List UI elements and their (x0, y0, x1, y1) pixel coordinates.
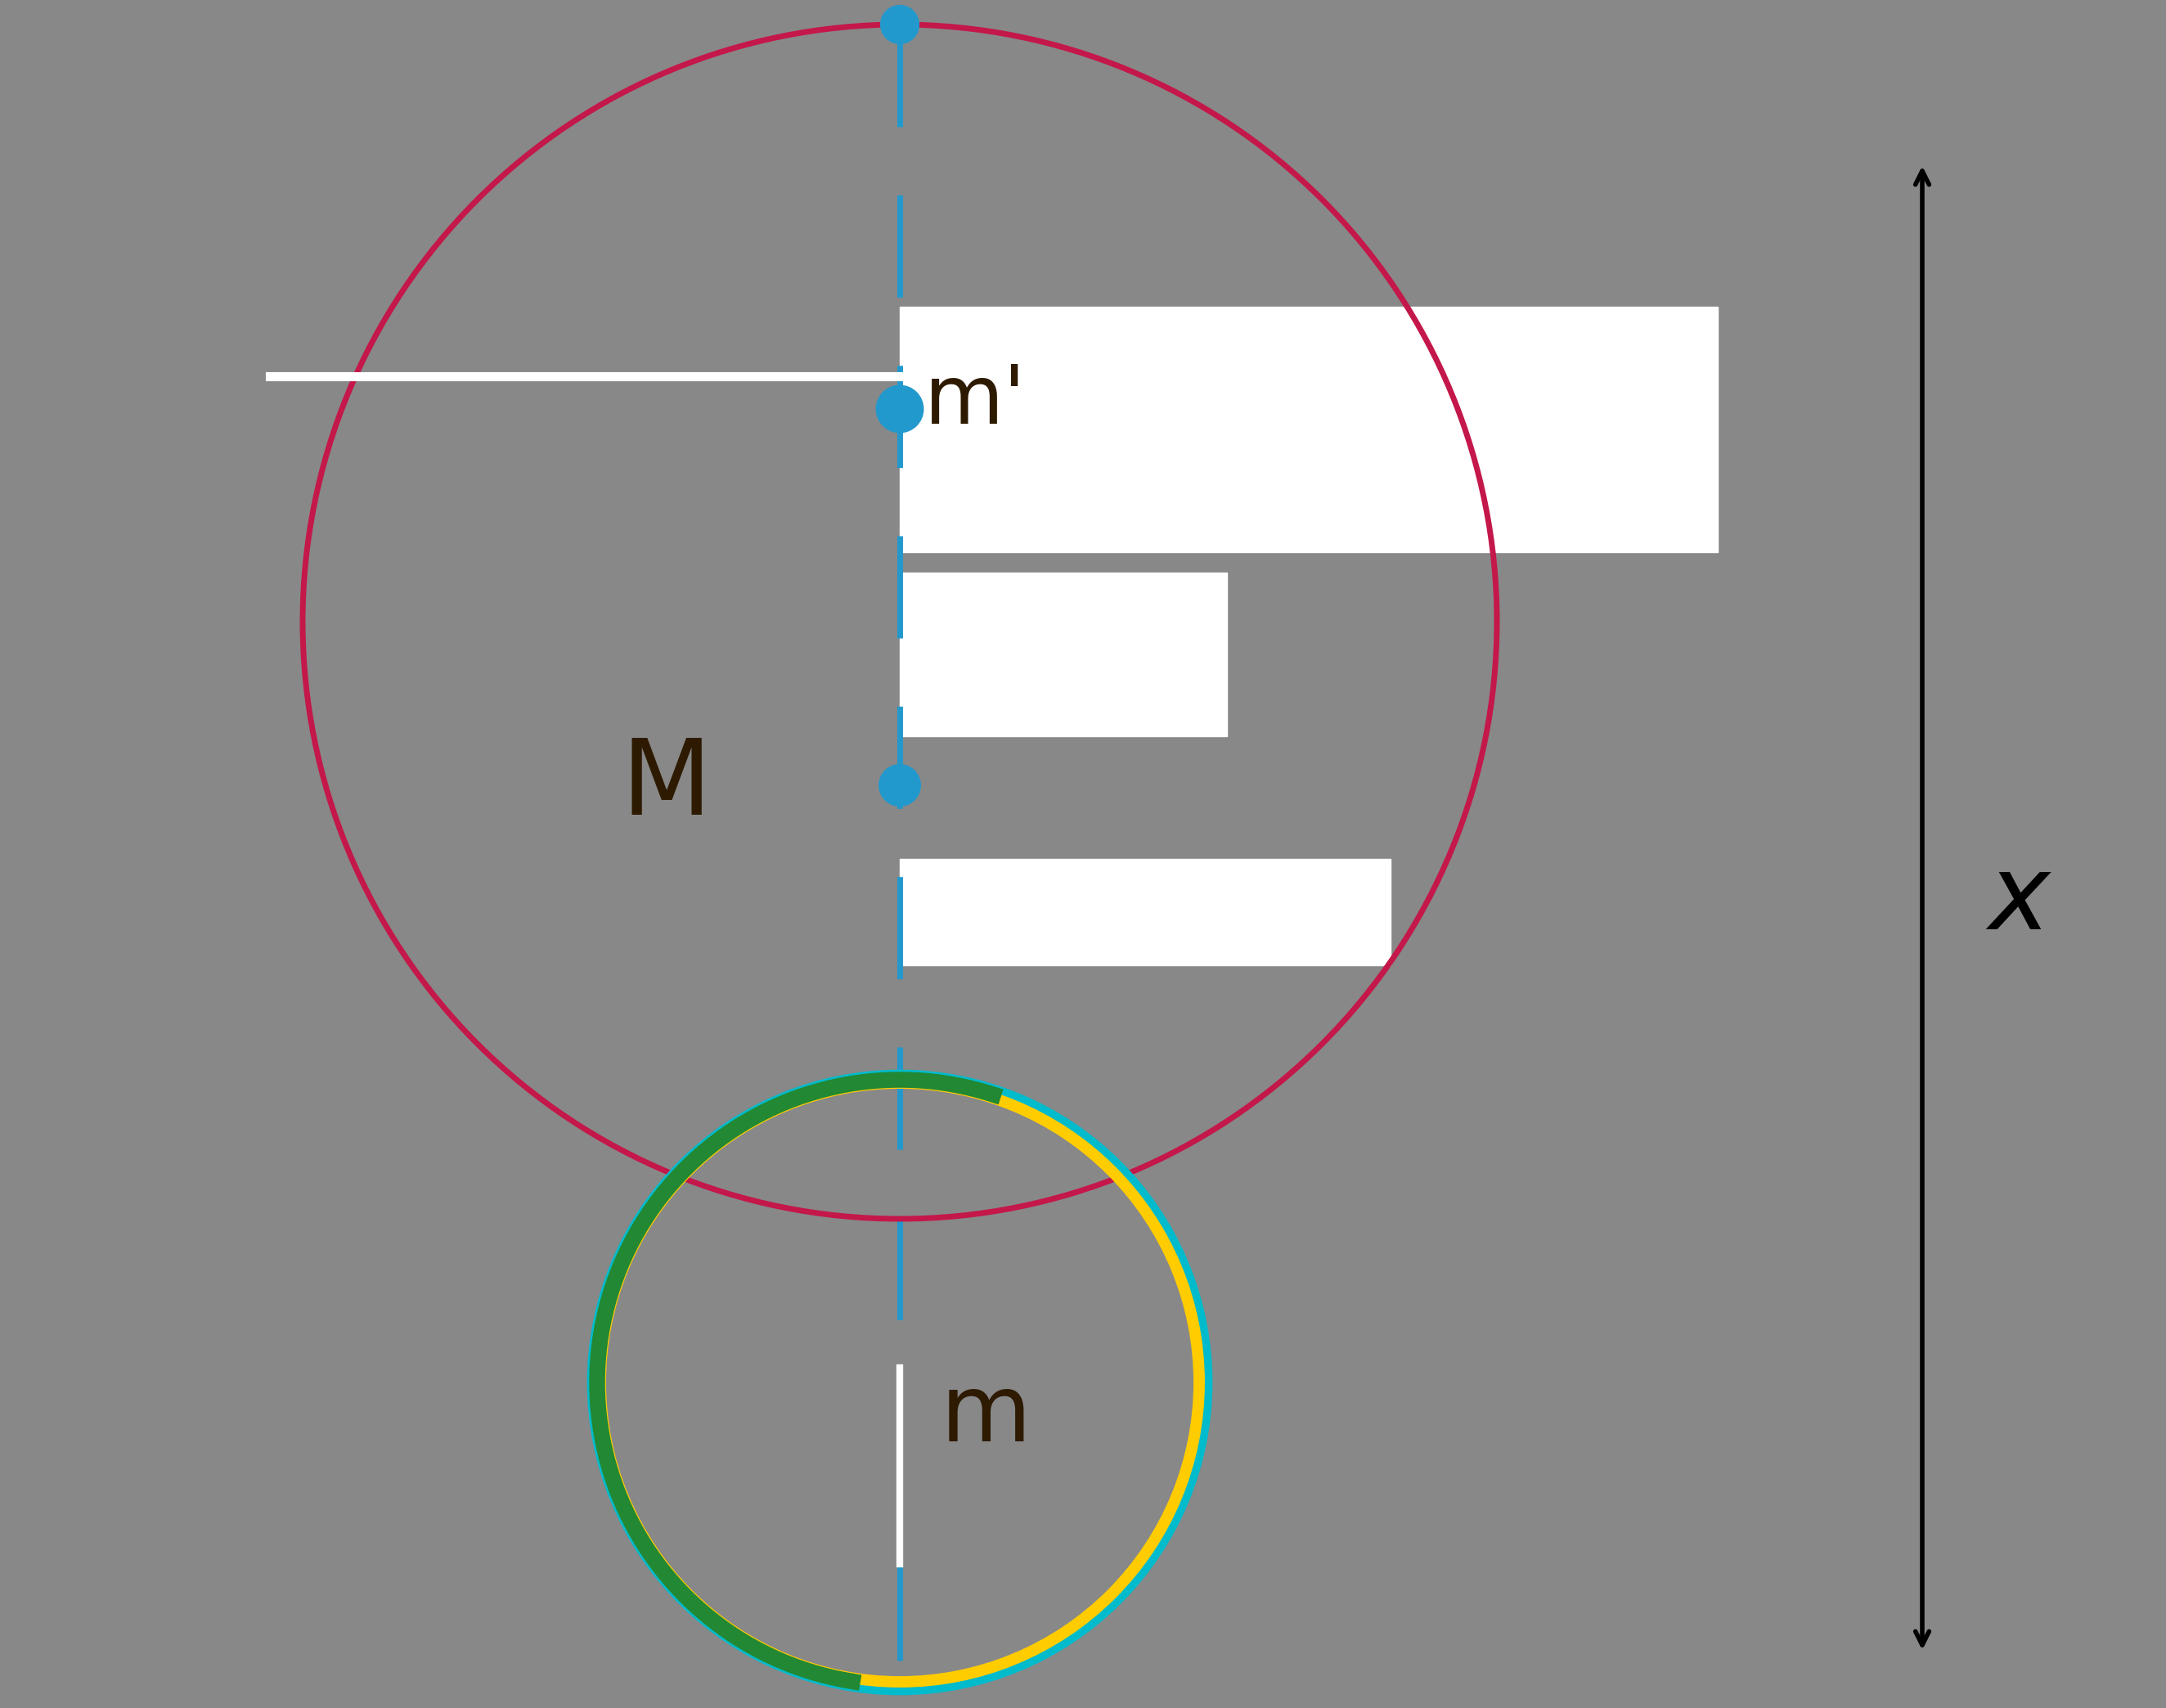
Text: m': m' (925, 360, 1027, 441)
Text: M: M (622, 734, 713, 837)
Bar (899, 859, 1391, 965)
Point (882, 10, 916, 38)
Text: x: x (1988, 849, 2049, 951)
Bar (899, 307, 1718, 552)
Bar (899, 572, 1226, 736)
Point (882, 772, 916, 799)
Text: m: m (940, 1370, 1031, 1460)
Point (882, 395, 916, 422)
